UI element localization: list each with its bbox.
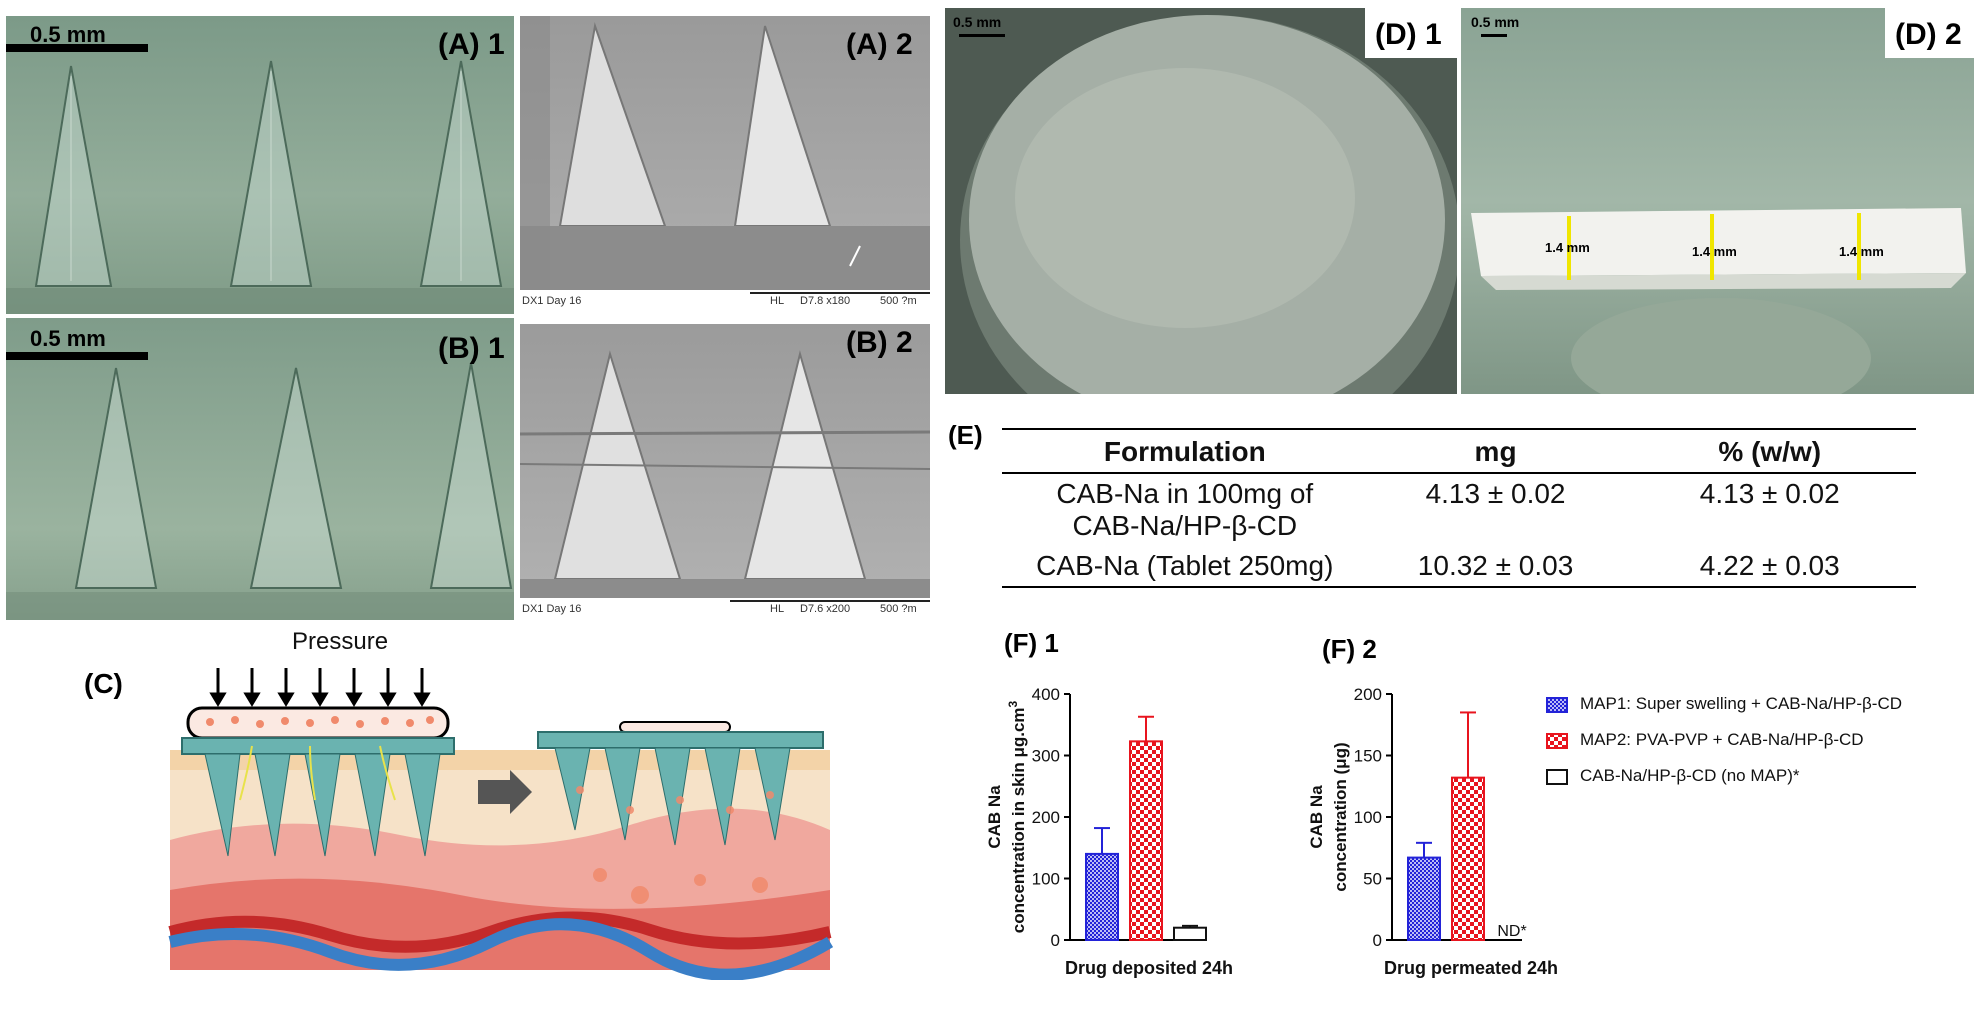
table-row: CAB-Na (Tablet 250mg) 10.32 ± 0.03 4.22 … bbox=[1002, 546, 1916, 588]
bar-label: ND* bbox=[1497, 923, 1526, 940]
tablet-top-view-image bbox=[960, 15, 1457, 394]
legend-item-map1: MAP1: Super swelling + CAB-Na/HP-β-CD bbox=[1580, 694, 1903, 713]
microneedle-optical-image bbox=[6, 60, 514, 314]
panel-label-c: (C) bbox=[84, 668, 123, 699]
y-tick-label: 0 bbox=[1051, 931, 1060, 950]
scale-bar-label: 0.5 mm bbox=[30, 22, 106, 47]
table-cell: 10.32 ± 0.03 bbox=[1367, 546, 1624, 588]
legend-swatches bbox=[1546, 697, 1568, 785]
panel-a2-photo: DX1 Day 16 HL D7.8 x180 500 ?m (A) 2 bbox=[520, 16, 930, 314]
chart-f2: 0 50 100 150 200 ND* Drug permeated 24h CAB Na c… bbox=[1307, 685, 1558, 978]
panel-a1-photo: 0.5 mm (A) 1 bbox=[6, 16, 514, 314]
panel-label-e: (E) bbox=[948, 420, 983, 450]
y-axis-label-superscript: 3 bbox=[1006, 700, 1020, 707]
x-axis-label: Drug permeated 24h bbox=[1384, 958, 1558, 978]
legend-item-map2: MAP2: PVA-PVP + CAB-Na/HP-β-CD bbox=[1580, 730, 1864, 749]
bar-nomap bbox=[1173, 926, 1207, 942]
table-header-row: Formulation mg % (w/w) bbox=[1002, 428, 1916, 474]
formulation-table: Formulation mg % (w/w) CAB-Na in 100mg o… bbox=[1002, 428, 1916, 588]
x-axis-label: Drug deposited 24h bbox=[1065, 958, 1233, 978]
panel-label-a2: (A) 2 bbox=[846, 28, 913, 61]
y-tick-label: 300 bbox=[1032, 747, 1060, 766]
pressure-label: Pressure bbox=[292, 628, 389, 655]
table-header: % (w/w) bbox=[1623, 428, 1916, 474]
chart-f1: 0 100 200 300 400 Drug deposited 24h CAB Na con… bbox=[985, 685, 1233, 978]
panel-label-d2: (D) 2 bbox=[1895, 18, 1962, 51]
y-axis-label-line2: concentration (μg) bbox=[1331, 742, 1350, 891]
panel-label-d1: (D) 1 bbox=[1375, 18, 1442, 51]
table-header: Formulation bbox=[1002, 428, 1368, 474]
table-cell: CAB-Na in 100mg of CAB-Na/HP-β-CD bbox=[1056, 478, 1314, 541]
legend-swatch-nomap bbox=[1546, 769, 1568, 785]
table-cell: 4.22 ± 0.03 bbox=[1623, 546, 1916, 588]
sem-info-bar: DX1 Day 16 HL D7.8 x180 500 ?m bbox=[520, 290, 930, 314]
y-axis-label: CAB Na concentration in skin μg.cm3 bbox=[985, 700, 1028, 933]
microneedle-sem-image bbox=[520, 16, 930, 290]
panel-b2-photo: DX1 Day 16 HL D7.6 x200 500 ?m (B) 2 bbox=[520, 324, 930, 622]
y-tick-label: 200 bbox=[1354, 685, 1382, 704]
scale-bar-label: 0.5 mm bbox=[953, 14, 1002, 30]
table-header: mg bbox=[1367, 428, 1624, 474]
panel-label-f1: (F) 1 bbox=[1004, 628, 1059, 658]
label-box bbox=[1365, 8, 1457, 58]
panel-b1-photo: 0.5 mm (B) 1 bbox=[6, 318, 514, 620]
y-tick-label: 50 bbox=[1363, 870, 1382, 889]
y-tick-label: 100 bbox=[1354, 808, 1382, 827]
y-axis-label-line2: concentration in skin μg.cm3 bbox=[1006, 700, 1028, 933]
measure-label-3: 1.4 mm bbox=[1839, 244, 1884, 259]
measure-label-1: 1.4 mm bbox=[1545, 240, 1590, 255]
map-skin-schematic bbox=[168, 668, 834, 980]
legend-swatch-map1 bbox=[1546, 697, 1568, 713]
measure-label-2: 1.4 mm bbox=[1692, 244, 1737, 259]
y-axis-label-line1: CAB Na bbox=[985, 785, 1004, 849]
y-tick-label: 150 bbox=[1354, 747, 1382, 766]
panel-label-f2: (F) 2 bbox=[1322, 634, 1377, 664]
y-tick-label: 0 bbox=[1373, 931, 1382, 950]
microneedle-sem-image bbox=[520, 350, 930, 598]
table-cell: CAB-Na (Tablet 250mg) bbox=[1002, 546, 1368, 588]
scale-bar-label: 0.5 mm bbox=[30, 326, 106, 351]
bar-map1 bbox=[1085, 852, 1119, 941]
legend-item-nomap: CAB-Na/HP-β-CD (no MAP)* bbox=[1580, 766, 1800, 785]
y-tick-label: 400 bbox=[1032, 685, 1060, 704]
y-tick-label: 200 bbox=[1032, 808, 1060, 827]
table-row: CAB-Na in 100mg of CAB-Na/HP-β-CD 4.13 ±… bbox=[1002, 473, 1916, 546]
panel-label-b1: (B) 1 bbox=[438, 332, 505, 365]
scale-bar-label: 0.5 mm bbox=[1471, 14, 1520, 30]
panel-d1-photo: 0.5 mm (D) 1 bbox=[945, 8, 1457, 394]
table-cell: 4.13 ± 0.02 bbox=[1425, 478, 1566, 509]
label-box bbox=[1885, 8, 1974, 58]
panel-label-a1: (A) 1 bbox=[438, 28, 505, 61]
microneedle-optical-image bbox=[6, 362, 514, 620]
bar-map2 bbox=[1129, 740, 1163, 942]
scale-bar bbox=[959, 34, 1005, 37]
sem-info-bar: DX1 Day 16 HL D7.6 x200 500 ?m bbox=[520, 598, 930, 622]
scale-bar bbox=[6, 44, 148, 52]
scale-bar bbox=[1481, 34, 1507, 37]
y-tick-label: 100 bbox=[1032, 870, 1060, 889]
scale-bar bbox=[6, 352, 148, 360]
bar-map2 bbox=[1451, 776, 1485, 941]
panel-d2-photo: 1.4 mm 1.4 mm 1.4 mm 0.5 mm (D) 2 bbox=[1461, 8, 1974, 394]
bar-map1 bbox=[1407, 856, 1441, 941]
y-axis-label-line1: CAB Na bbox=[1307, 785, 1326, 849]
table-cell: 4.13 ± 0.02 bbox=[1699, 478, 1840, 509]
legend-swatch-map2 bbox=[1546, 733, 1568, 749]
tablet-side-view-image bbox=[1471, 208, 1966, 394]
y-axis-label: CAB Na concentration (μg) bbox=[1307, 742, 1350, 891]
panel-label-b2: (B) 2 bbox=[846, 326, 913, 359]
